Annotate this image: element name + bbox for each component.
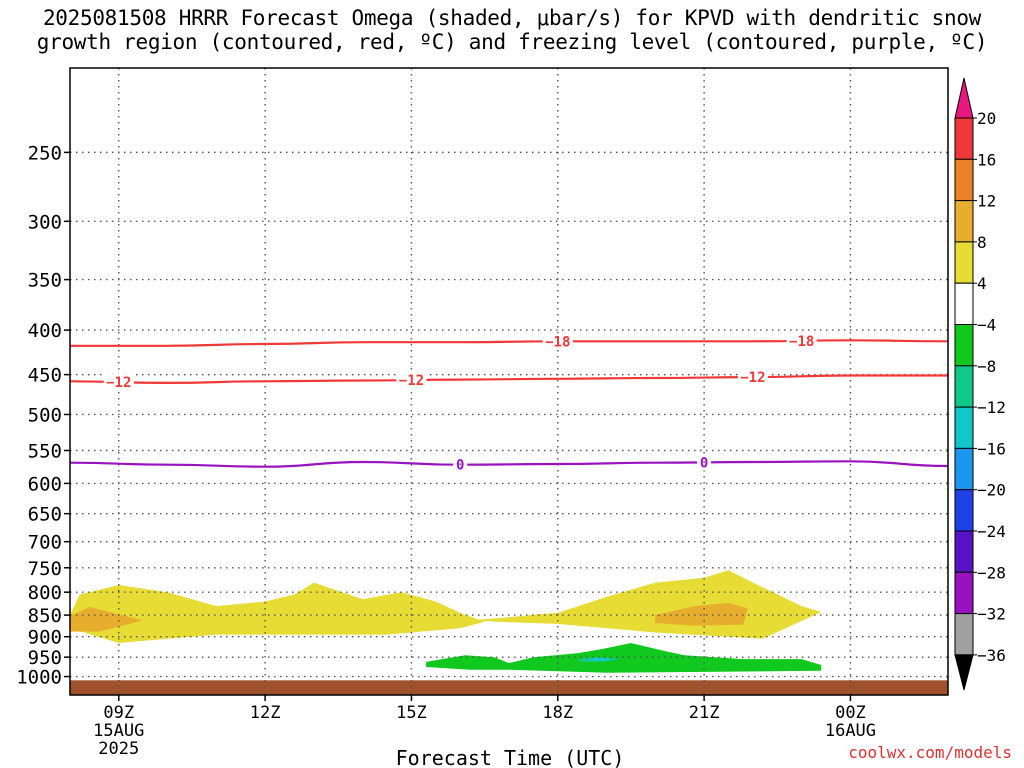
x-tick-label: 00Z (835, 703, 866, 723)
contour-label--12: −12 (106, 375, 131, 391)
x-tick-date: 16AUG (825, 721, 876, 741)
x-tick-label: 21Z (689, 703, 720, 723)
x-tick-date: 15AUG (93, 721, 144, 741)
omega-region-4 (655, 602, 748, 626)
y-tick-label: 700 (28, 532, 62, 554)
y-tick-label: 850 (28, 605, 62, 627)
x-tick-year: 2025 (98, 739, 139, 759)
omega-region-7 (587, 657, 617, 662)
colorbar-box (954, 489, 974, 532)
contour-label-bg (542, 333, 573, 350)
colorbar-box (954, 365, 974, 408)
colorbar-label: 4 (977, 274, 987, 293)
colorbar-label: −4 (977, 316, 996, 335)
contour-label-0: 0 (700, 455, 708, 471)
y-tick-label: 550 (28, 441, 62, 463)
watermark: coolwx.com/models (848, 743, 1012, 762)
colorbar-box (954, 117, 974, 160)
y-tick-label: 650 (28, 504, 62, 526)
contour-label-bg (737, 369, 768, 386)
colorbar-box (954, 571, 974, 615)
colorbar-bottom-arrow (954, 654, 974, 691)
y-tick-label: 400 (28, 320, 62, 342)
colorbar-label: 8 (977, 233, 987, 252)
colorbar-label: −36 (977, 646, 1006, 665)
colorbar-label: 20 (977, 109, 996, 128)
terrain-fill (70, 680, 948, 695)
y-tick-label: 900 (28, 627, 62, 649)
colorbar: 20 16 12 8 4 −4 −8 −12 −16 −20 −24 −28 −32 −36 (954, 77, 1006, 691)
y-tick-label: 1000 (16, 667, 62, 689)
y-tick-label: 600 (28, 473, 62, 495)
colorbar-box (954, 613, 974, 656)
omega-region-3 (70, 607, 144, 632)
contour-line--12 (70, 374, 948, 385)
colorbar-box (954, 282, 974, 326)
contour-label-bg (786, 332, 817, 349)
colorbar-label: −16 (977, 439, 1006, 458)
colorbar-top-arrow (954, 77, 974, 119)
contour-label-0: 0 (456, 458, 464, 474)
y-tick-label: 950 (28, 647, 62, 669)
y-tick-label: 800 (28, 582, 62, 604)
contour-label--12: −12 (399, 373, 424, 389)
y-tick-label: 450 (28, 365, 62, 387)
x-tick-label: 15Z (396, 703, 427, 723)
omega-shading (70, 570, 948, 695)
colorbar-box (954, 406, 974, 449)
y-tick-label: 750 (28, 558, 62, 580)
colorbar-label: −32 (977, 605, 1006, 624)
colorbar-box (954, 447, 974, 491)
contour-line-0 (70, 460, 948, 468)
contour-label-bg (697, 454, 712, 471)
omega-region-5 (426, 643, 822, 673)
y-axis: 2503003504004505005506006507007508008509… (16, 142, 70, 689)
y-tick-label: 250 (28, 142, 62, 164)
x-axis-label: Forecast Time (UTC) (396, 746, 625, 768)
x-tick-label: 09Z (103, 703, 134, 723)
colorbar-label: −24 (977, 522, 1006, 541)
chart-title: 2025081508 HRRR Forecast Omega (shaded, … (0, 6, 1024, 54)
colorbar-label: 16 (977, 150, 996, 169)
x-tick-label: 12Z (250, 703, 281, 723)
contour-label--18: −18 (545, 334, 570, 350)
contour-label--18: −18 (789, 334, 814, 350)
contour-label-bg (396, 372, 427, 389)
plot-frame (69, 67, 949, 696)
colorbar-box (954, 530, 974, 573)
colorbar-box (954, 200, 974, 243)
y-tick-label: 300 (28, 211, 62, 233)
colorbar-label: −20 (977, 481, 1006, 500)
colorbar-box (954, 241, 974, 284)
x-tick-label: 18Z (542, 703, 573, 723)
colorbar-label: −28 (977, 563, 1006, 582)
contour-label-bg (453, 456, 468, 473)
contour-labels: −18 −18 −12 −12 −12 0 0 (103, 332, 817, 474)
y-tick-label: 350 (28, 270, 62, 292)
colorbar-box (954, 324, 974, 367)
title-line-1: 2025081508 HRRR Forecast Omega (shaded, … (42, 6, 982, 30)
contour-label-bg (103, 374, 134, 391)
colorbar-label: −8 (977, 357, 996, 376)
title-line-2: growth region (contoured, red, ºC) and f… (36, 30, 988, 54)
colorbar-box (954, 158, 974, 202)
contour-label--12: −12 (740, 370, 765, 386)
y-tick-label: 500 (28, 404, 62, 426)
colorbar-label: 12 (977, 192, 996, 211)
omega-region-1 (70, 582, 485, 643)
colorbar-label: −12 (977, 398, 1006, 417)
